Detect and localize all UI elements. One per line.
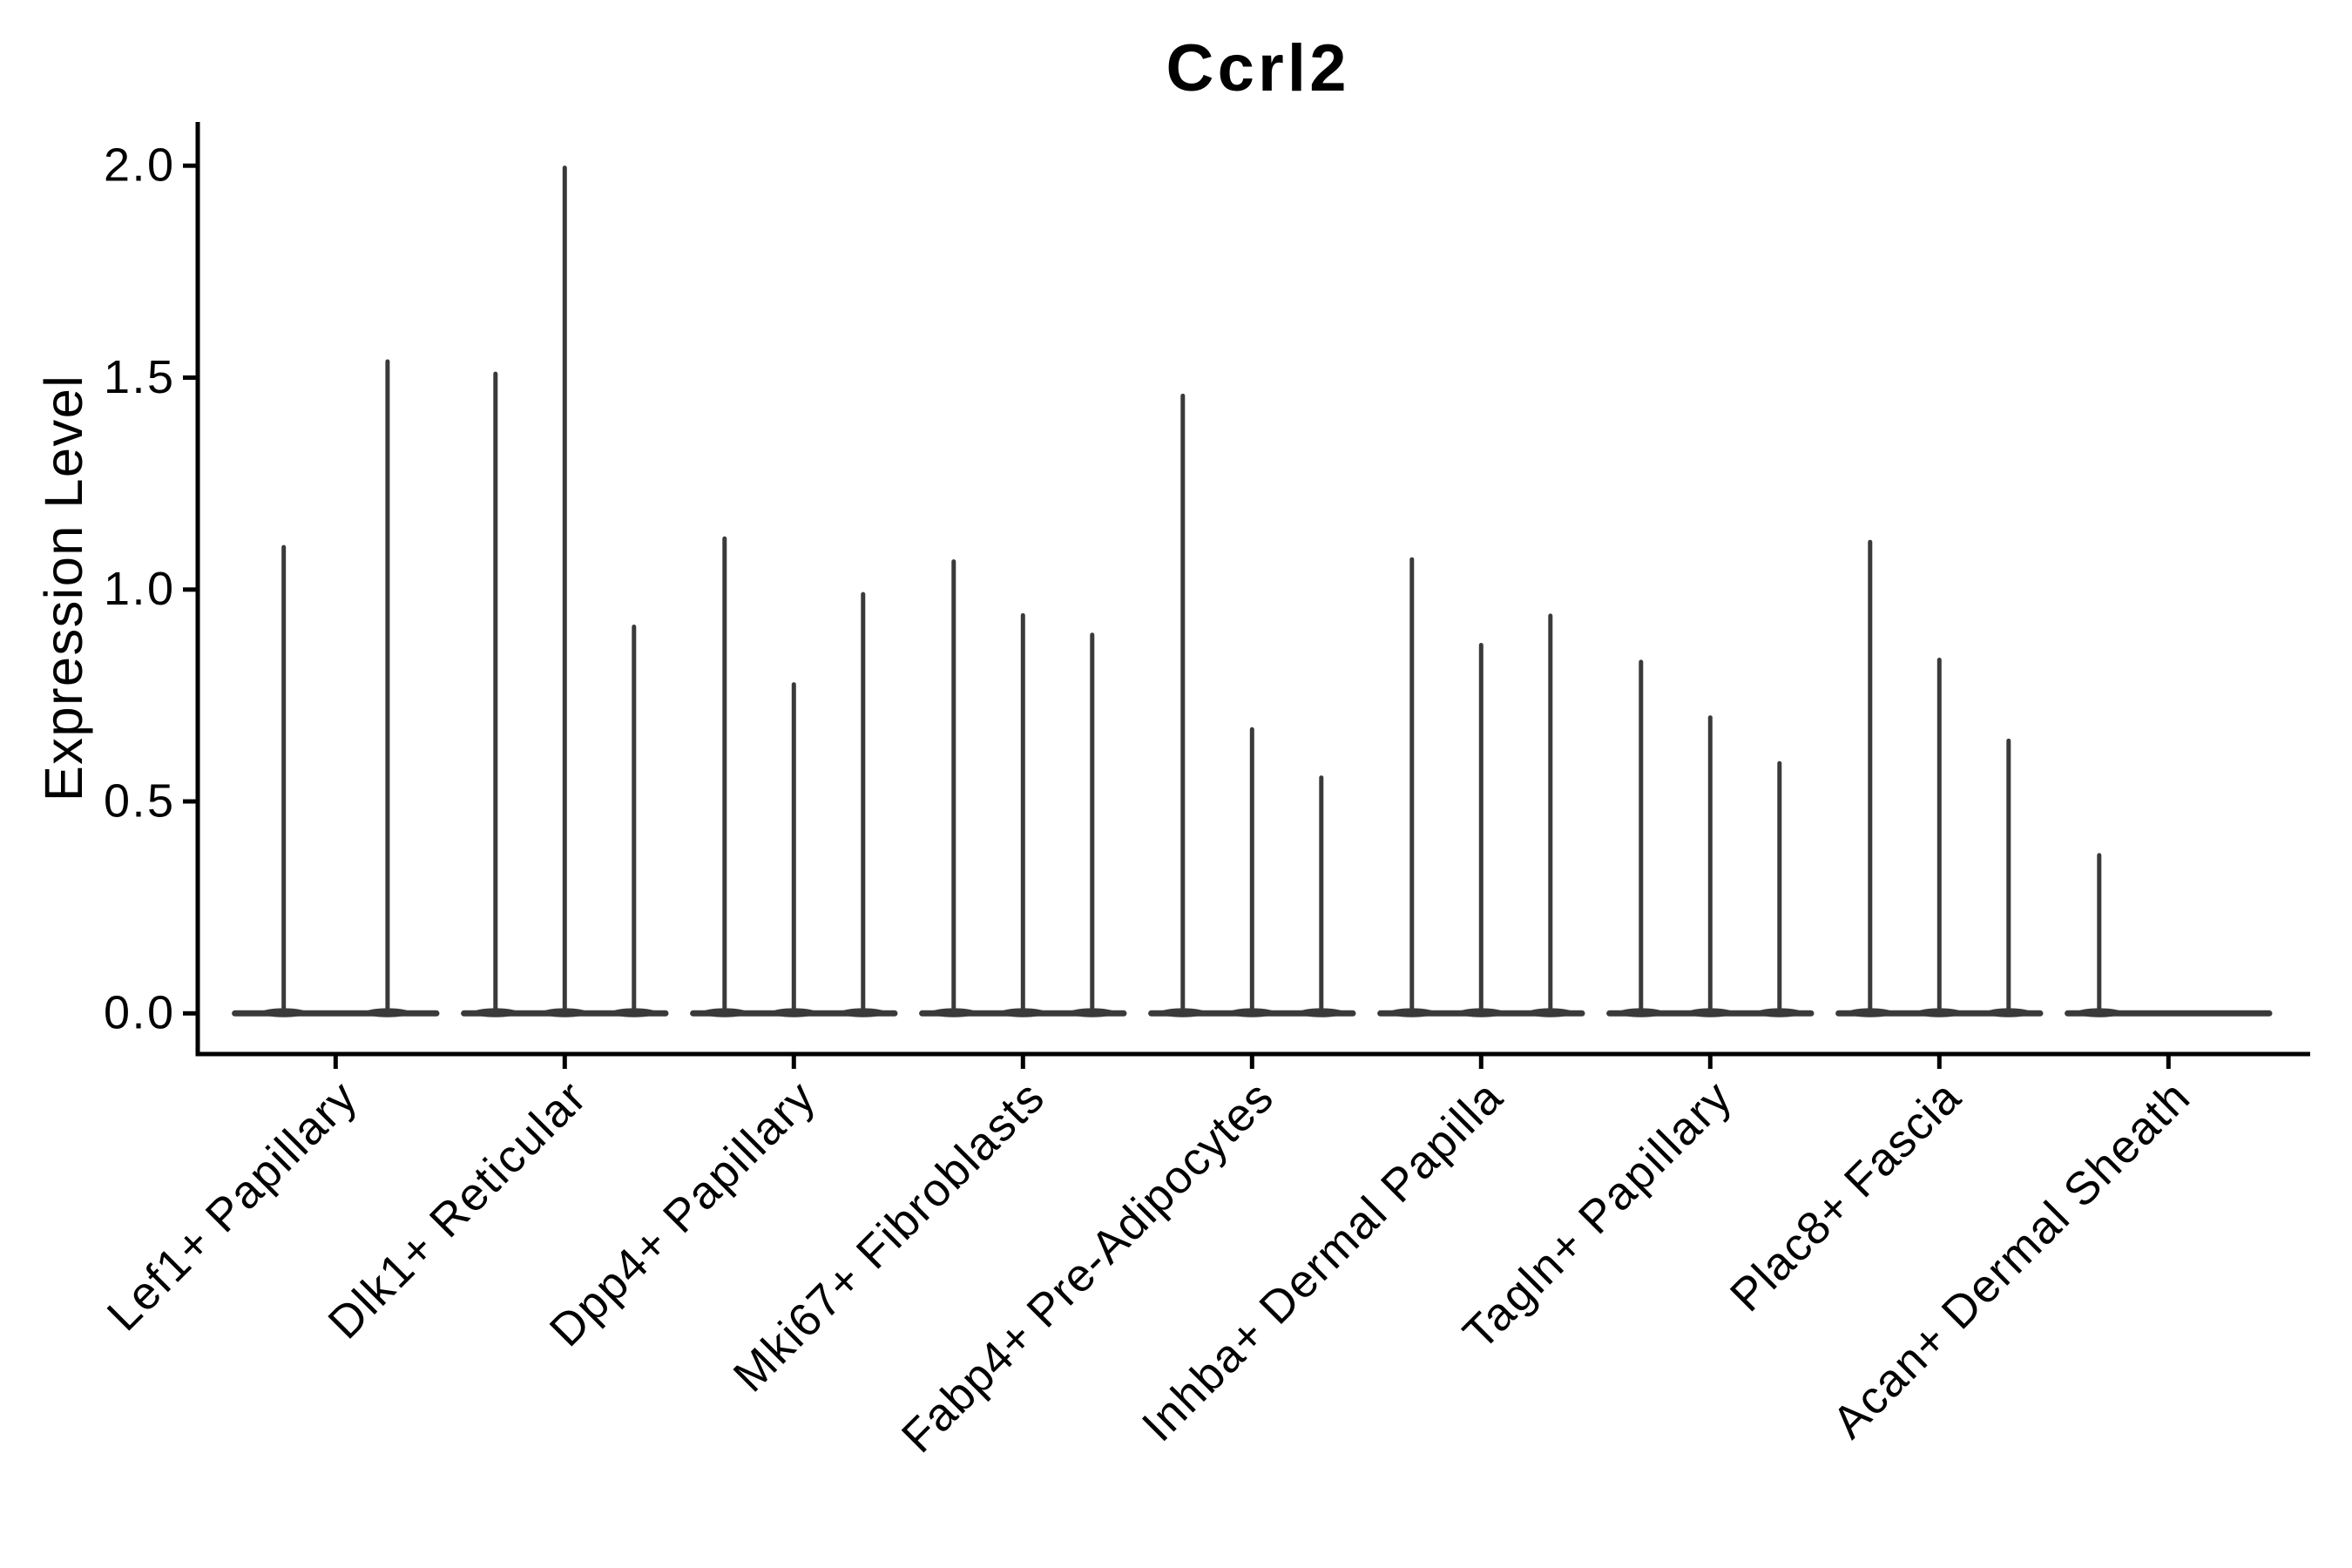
svg-text:Expression Level: Expression Level xyxy=(34,375,94,801)
svg-text:0.0: 0.0 xyxy=(104,987,173,1039)
svg-text:1.0: 1.0 xyxy=(104,563,173,615)
svg-text:2.0: 2.0 xyxy=(104,139,173,192)
svg-text:0.5: 0.5 xyxy=(104,774,173,827)
svg-text:1.5: 1.5 xyxy=(104,351,173,403)
